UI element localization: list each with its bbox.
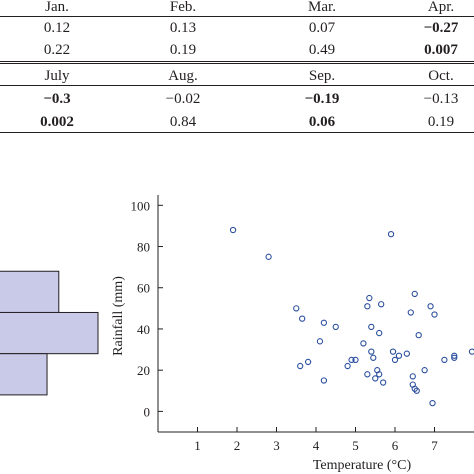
scatter-point: [293, 305, 300, 312]
table-value-cell: −0.3: [43, 91, 71, 107]
table-value-cell: −0.19: [304, 91, 340, 107]
scatter-point: [407, 309, 414, 316]
table-value-cell: −0.27: [423, 20, 459, 36]
scatter-points: [229, 226, 474, 407]
histogram: [0, 270, 99, 396]
x-tick-label: 4: [313, 438, 320, 453]
table-value-cell: 0.12: [43, 20, 71, 36]
scatter-point: [366, 294, 373, 302]
x-tick-label: 7: [431, 438, 438, 453]
scatter-point: [372, 375, 379, 382]
x-tick-label: 1: [194, 438, 201, 453]
table-rule: [0, 16, 474, 17]
scatter-point: [320, 377, 328, 384]
axes: 0 20 40 60 80 100 1 2 3 4 5 6 7: [131, 195, 474, 453]
x-tick-label: 3: [273, 438, 280, 453]
table-value-cell: 0.49: [308, 42, 336, 58]
scatter-point: [368, 348, 375, 355]
table-rule: [0, 85, 474, 86]
y-axis-label: Rainfall (mm): [111, 276, 126, 356]
scatter-point: [411, 290, 418, 298]
x-tick-label: 5: [352, 438, 359, 453]
x-tick-label: 6: [392, 438, 399, 453]
table-header-cell: Mar.: [308, 0, 336, 15]
scatter-point: [421, 367, 428, 374]
scatter-point: [378, 301, 385, 308]
histogram-bar: [0, 270, 60, 313]
y-tick-label: 100: [131, 198, 151, 213]
scatter-plot: 0 20 40 60 80 100 1 2 3 4 5 6 7 Temperature (°C) Rai…: [111, 195, 474, 473]
scatter-point: [451, 354, 458, 361]
table-rule: [0, 63, 474, 64]
scatter-point: [316, 338, 324, 345]
scatter-point: [376, 371, 383, 378]
scatter-point: [429, 399, 436, 407]
scatter-point: [403, 350, 410, 357]
y-tick-label: 60: [137, 281, 150, 296]
scatter-point: [297, 362, 304, 370]
scatter-point: [344, 362, 351, 370]
scatter-point: [441, 356, 448, 364]
scatter-point: [360, 340, 367, 347]
table-header-cell: Aug.: [168, 68, 198, 84]
table-value-cell: 0.19: [427, 114, 455, 130]
table-value-cell: 0.84: [169, 114, 197, 130]
scatter-point: [395, 352, 403, 359]
table-rule: [0, 132, 474, 133]
table-header-cell: Apr.: [427, 0, 455, 15]
scatter-point: [320, 319, 328, 326]
table-value-cell: 0.07: [308, 20, 336, 36]
y-tick-label: 20: [137, 363, 150, 378]
scatter-point: [451, 352, 458, 359]
scatter-point: [299, 315, 306, 322]
histogram-bar: [0, 353, 48, 396]
table-value-cell: 0.19: [169, 42, 197, 58]
scatter-point: [427, 303, 434, 310]
scatter-point: [348, 356, 355, 364]
scatter-point: [379, 379, 387, 386]
x-tick-label: 2: [234, 438, 241, 453]
scatter-point: [431, 311, 438, 318]
scatter-point: [368, 323, 375, 331]
x-axis-label: Temperature (°C): [313, 458, 412, 473]
scatter-point: [304, 358, 312, 366]
scatter-point: [352, 356, 359, 364]
table-value-cell: 0.007: [424, 42, 458, 58]
scatter-point: [229, 226, 237, 234]
table-rule: [0, 61, 474, 62]
table-value-cell: −0.13: [423, 91, 459, 107]
table-header-cell: Jan.: [45, 0, 69, 15]
table-header-cell: Sep.: [308, 68, 336, 84]
table-header-cell: July: [44, 68, 70, 84]
scatter-point: [415, 331, 422, 339]
scatter-point: [376, 329, 383, 337]
table-value-cell: −0.02: [165, 91, 201, 107]
scatter-point: [468, 348, 474, 355]
histogram-bar: [0, 311, 99, 355]
scatter-point: [413, 387, 420, 394]
table-value-cell: 0.22: [43, 42, 71, 58]
scatter-point: [265, 253, 272, 260]
table-value-cell: 0.06: [308, 114, 336, 130]
table-value-cell: 0.002: [40, 114, 74, 130]
y-tick-label: 80: [137, 240, 150, 255]
scatter-point: [391, 356, 399, 364]
table-header-cell: Oct.: [428, 68, 454, 84]
scatter-point: [409, 373, 416, 380]
table-header-cell: Feb.: [169, 0, 197, 15]
scatter-point: [387, 231, 395, 238]
scatter-point: [389, 348, 397, 355]
table-value-cell: 0.13: [169, 20, 197, 36]
y-tick-label: 40: [137, 322, 150, 337]
y-tick-label: 0: [144, 404, 151, 419]
scatter-point: [332, 323, 339, 331]
scatter-point: [364, 371, 371, 378]
scatter-point: [364, 303, 371, 310]
scatter-point: [370, 354, 377, 361]
